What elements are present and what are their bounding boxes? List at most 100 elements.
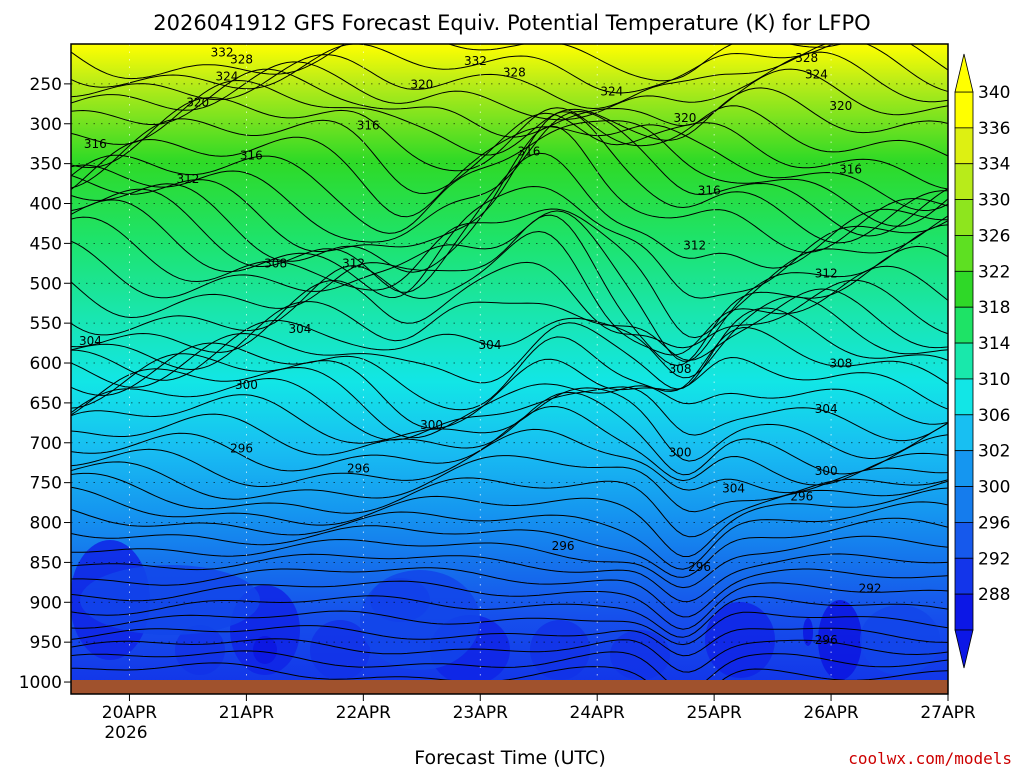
contour-label: 316: [84, 137, 107, 151]
x-year-label: 2026: [104, 723, 147, 743]
colorbar-swatch: [954, 450, 974, 487]
y-tick-label: 900: [30, 593, 62, 613]
contour-line: [71, 662, 948, 694]
contour-line: [71, 326, 948, 411]
contour-label: 304: [479, 338, 502, 352]
contour-label: 300: [235, 378, 258, 392]
contour-label: 292: [859, 581, 882, 595]
y-axis: 250 300 350 400 450 500 550 600 650 700 750 800 850 9…: [19, 75, 71, 693]
contour-label: 328: [503, 65, 526, 79]
contour-label: 296: [552, 539, 575, 553]
contour-label: 324: [215, 69, 238, 83]
contour-line: [71, 288, 948, 371]
colorbar-swatch: [954, 306, 974, 344]
contour-line: [71, 120, 948, 234]
contour-line: [71, 366, 948, 439]
colorbar-swatch: [954, 486, 974, 523]
grid-lines: [71, 44, 948, 683]
x-tick-label: 24APR: [570, 703, 626, 723]
contour-line: [71, 501, 948, 570]
contour-label: 312: [683, 238, 706, 252]
x-axis-title: Forecast Time (UTC): [414, 747, 605, 768]
contour-line: [71, 486, 948, 557]
contour-line: [71, 296, 948, 381]
colorbar-label: 306: [978, 406, 1010, 426]
x-axis: 20APR 21APR 22APR 23APR 24APR 25APR 26APR 27APR: [102, 694, 976, 723]
colorbar-label: 336: [978, 119, 1010, 139]
contour-label: 296: [688, 560, 711, 574]
x-tick-label: 23APR: [453, 703, 509, 723]
contour-line: [71, 307, 948, 390]
contour-line: [71, 610, 948, 646]
contour-label: 324: [600, 84, 623, 98]
contour-line: [71, 261, 948, 353]
low-theta-cell: [860, 605, 940, 675]
contour-label: 320: [410, 77, 433, 91]
colorbar-extend-bottom: [954, 629, 974, 669]
contour-line: [71, 353, 948, 429]
colorbar-swatch: [954, 593, 974, 631]
colorbar-swatch: [954, 270, 974, 308]
colorbar-label: 326: [978, 226, 1010, 246]
x-tick-label: 26APR: [803, 703, 859, 723]
contour-label: 300: [669, 446, 692, 460]
colorbar-label: 334: [978, 155, 1010, 175]
low-theta-cell: [310, 620, 370, 680]
y-tick-label: 450: [30, 234, 62, 254]
contour-line: [71, 97, 948, 172]
y-tick-label: 750: [30, 474, 62, 494]
low-theta-cell: [705, 602, 775, 678]
contour-line: [71, 455, 948, 513]
contour-line: [71, 595, 948, 638]
colorbar-extend-top: [954, 53, 974, 93]
colorbar-swatch: [954, 127, 974, 165]
colorbar-label: 322: [978, 262, 1010, 282]
colorbar-label: 318: [978, 298, 1010, 318]
colorbar-swatch: [954, 91, 974, 129]
colorbar-swatch: [954, 414, 974, 452]
y-tick-label: 600: [30, 354, 62, 374]
contour-line: [71, 580, 948, 630]
contour-label: 296: [790, 490, 813, 504]
contour-line: [71, 51, 948, 121]
x-tick-label: 20APR: [102, 703, 158, 723]
colorbar-label: 330: [978, 191, 1010, 211]
contour-label: 296: [815, 633, 838, 647]
y-tick-label: 250: [30, 75, 62, 95]
contour-label: 300: [420, 418, 443, 432]
contour-line: [71, 553, 948, 603]
contour-label: 312: [815, 266, 838, 280]
contour-line: [71, 44, 843, 82]
contour-line: [71, 214, 948, 367]
contour-line: [71, 405, 948, 486]
contour-line: [71, 210, 948, 362]
y-tick-label: 350: [30, 155, 62, 175]
contour-label: 320: [186, 96, 209, 110]
contour-label: 324: [805, 68, 828, 82]
y-tick-label: 850: [30, 553, 62, 573]
y-tick-label: 500: [30, 274, 62, 294]
y-tick-label: 400: [30, 195, 62, 215]
y-tick-label: 550: [30, 314, 62, 334]
contour-label: 328: [230, 53, 253, 67]
contour-line: [71, 472, 948, 538]
contour-line: [71, 111, 948, 252]
contour-label: 308: [264, 257, 287, 271]
colorbar-swatch: [954, 557, 974, 595]
contour-label: 312: [342, 257, 365, 271]
contour-line: [71, 567, 948, 618]
contour-line: [71, 208, 948, 339]
contour-line: [71, 387, 948, 462]
contour-line: [71, 44, 948, 110]
contour-line: [71, 535, 948, 589]
y-tick-label: 1000: [19, 673, 62, 693]
contour-line: [71, 638, 948, 673]
contour-label: 316: [240, 148, 263, 162]
colorbar-swatch: [954, 199, 974, 236]
x-tick-label: 25APR: [686, 703, 742, 723]
x-tick-label: 21APR: [219, 703, 275, 723]
credit-text: coolwx.com/models: [848, 749, 1012, 768]
low-theta-cell: [610, 630, 670, 680]
